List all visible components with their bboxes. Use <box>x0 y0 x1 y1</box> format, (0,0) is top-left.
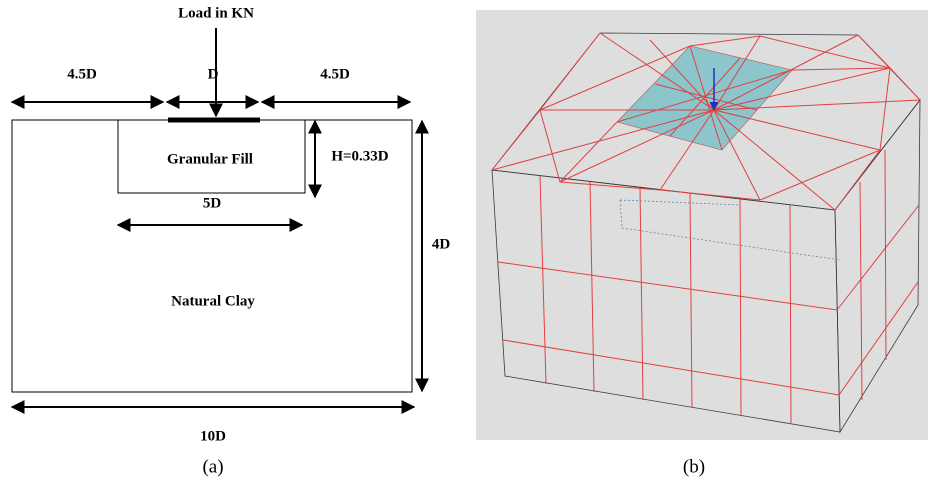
region-label: Granular Fill <box>167 151 253 167</box>
dimension-label: 4D <box>432 236 451 252</box>
dimension-label: 10D <box>200 428 226 444</box>
dimension-label: 4.5D <box>320 66 350 82</box>
dimension-label: 5D <box>203 195 222 211</box>
dimension-label: 4.5D <box>67 66 97 82</box>
dimension-label: H=0.33D <box>331 148 388 164</box>
panel-b: (b) <box>476 10 928 477</box>
caption: (a) <box>202 456 223 477</box>
panel-a: Load in KN 4.5D D 4.5D H=0.33D Granular … <box>12 5 450 477</box>
load-label: Load in KN <box>178 5 254 21</box>
figure: Load in KN 4.5D D 4.5D H=0.33D Granular … <box>0 0 928 487</box>
region-label: Natural Clay <box>171 293 255 309</box>
caption: (b) <box>683 456 705 477</box>
dimension-label: D <box>208 66 219 82</box>
